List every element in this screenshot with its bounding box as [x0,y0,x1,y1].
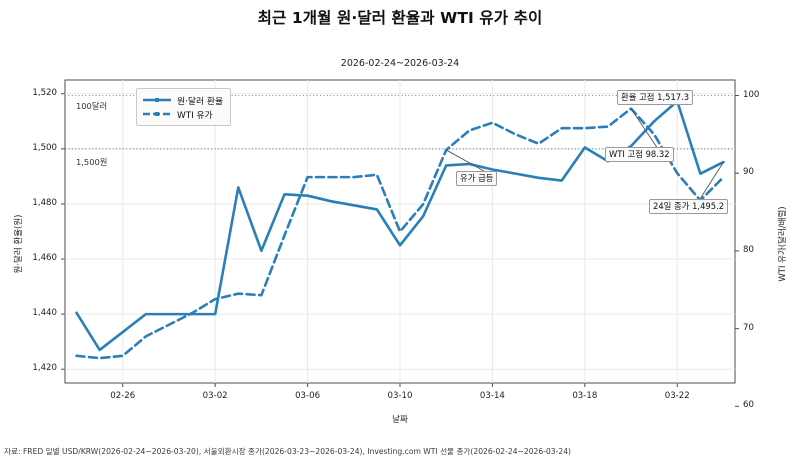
source-footer: 자료: FRED 일별 USD/KRW(2026-02-24~2026-03-2… [4,447,571,456]
y-tick-left-1500: 1,500 [32,142,57,153]
tick-marks [61,93,739,407]
chart-legend: 원·달러 환율 WTI 유가 [136,88,232,126]
chart-subtitle: 2026-02-24~2026-03-24 [340,58,460,69]
y-tick-right-90: 90 [743,167,754,178]
annotation-oil-surge: 유가 급등 [456,171,498,186]
refline-label-krw1500: 1,500원 [76,157,108,167]
y-tick-right-100: 100 [743,89,760,100]
legend-label-krw: 원·달러 환율 [177,96,224,107]
x-tick-03-02: 03-02 [202,391,228,401]
legend-item-wti: WTI 유가 [142,107,223,121]
y-tick-right-60: 60 [743,400,754,411]
annotation-close-24: 24일 종가 1,495.2 [649,199,729,214]
legend-label-wti: WTI 유가 [177,110,213,121]
y-tick-left-1460: 1,460 [32,253,57,264]
y-tick-right-80: 80 [743,244,754,255]
y-tick-left-1420: 1,420 [32,363,57,374]
x-axis-label: 날짜 [392,415,408,425]
x-tick-03-22: 03-22 [664,391,690,401]
x-tick-02-26: 02-26 [110,391,136,401]
refline-label-usd100: 100달러 [76,101,108,111]
x-tick-03-06: 03-06 [295,391,321,401]
y-axis-label-left: 원·달러 환율(원) [14,214,24,274]
x-tick-03-18: 03-18 [572,391,598,401]
annotation-krw-high: 환율 고점 1,517.3 [617,90,694,105]
y-tick-left-1520: 1,520 [32,87,57,98]
x-tick-03-14: 03-14 [479,391,505,401]
y-tick-left-1480: 1,480 [32,197,57,208]
y-tick-right-70: 70 [743,322,754,333]
y-tick-left-1440: 1,440 [32,308,57,319]
annotation-wti-high: WTI 고점 98.32 [605,147,674,162]
legend-swatch-dashed [143,112,171,116]
page-title: 최근 1개월 원·달러 환율과 WTI 유가 추이 [257,9,543,27]
legend-swatch-solid [143,98,171,102]
legend-item-krw: 원·달러 환율 [142,93,223,107]
x-tick-03-10: 03-10 [387,391,413,401]
series-line-wti [75,107,725,360]
